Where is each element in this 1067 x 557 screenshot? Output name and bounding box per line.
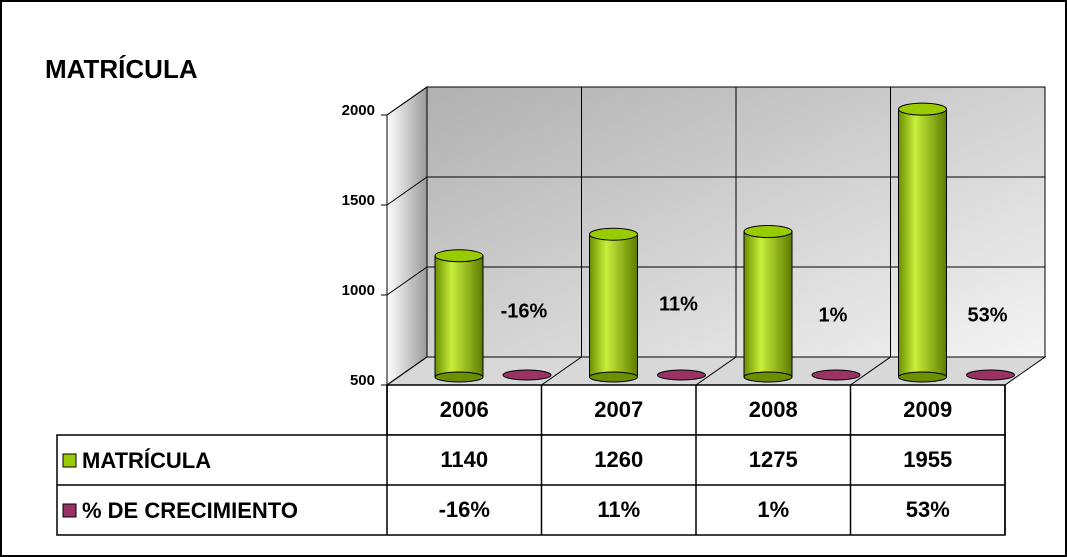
x-tick-label: 2007 — [594, 397, 643, 422]
bar-top — [743, 225, 793, 238]
bar-top — [589, 227, 638, 241]
grid-line — [386, 356, 1045, 386]
grid-line — [386, 266, 1045, 296]
bar-bottom — [434, 371, 484, 383]
floor-divider — [850, 356, 891, 386]
data-label: 53% — [967, 304, 1007, 326]
table-cell: 1140 — [440, 447, 488, 472]
grid-line — [386, 176, 1045, 206]
bar-bottom — [743, 371, 793, 383]
table-cell: 11% — [597, 497, 640, 522]
bar-top — [434, 249, 484, 263]
table-cell: 1260 — [594, 447, 643, 472]
bar — [502, 369, 552, 381]
chart-title: MATRÍCULA — [45, 54, 198, 84]
legend-label: MATRÍCULA — [82, 448, 211, 473]
grid-line — [386, 86, 1045, 116]
bar-bottom — [589, 371, 638, 383]
bar — [966, 369, 1015, 381]
x-tick-label: 2006 — [440, 397, 489, 422]
y-tick-label: 1000 — [342, 282, 375, 299]
y-tick-label: 500 — [350, 372, 375, 389]
bar — [434, 255, 484, 378]
x-tick-label: 2008 — [749, 397, 798, 422]
floor-divider — [695, 356, 737, 386]
legend-swatch — [62, 503, 77, 518]
y-tick-label: 1500 — [342, 192, 375, 209]
x-tick-label: 2009 — [903, 397, 952, 422]
legend-swatch — [62, 453, 77, 468]
floor-divider — [541, 356, 582, 386]
bar — [898, 108, 947, 378]
legend-label: % DE CRECIMIENTO — [82, 498, 298, 523]
y-tick-label: 2000 — [342, 102, 375, 119]
bar — [811, 369, 861, 381]
bar-bottom — [898, 371, 947, 383]
data-label: 1% — [819, 304, 848, 326]
bar — [657, 369, 706, 381]
data-label: -16% — [501, 300, 548, 322]
table-cell: 1% — [757, 497, 789, 522]
side-wall — [386, 86, 428, 386]
table-cell: -16% — [439, 497, 490, 522]
bar-top — [898, 102, 947, 116]
table-cell: 53% — [906, 497, 950, 522]
table-cell: 1275 — [749, 447, 798, 472]
table-cell: 1955 — [903, 447, 952, 472]
bar — [589, 233, 638, 378]
data-label: 11% — [659, 293, 698, 315]
bar — [743, 231, 793, 378]
